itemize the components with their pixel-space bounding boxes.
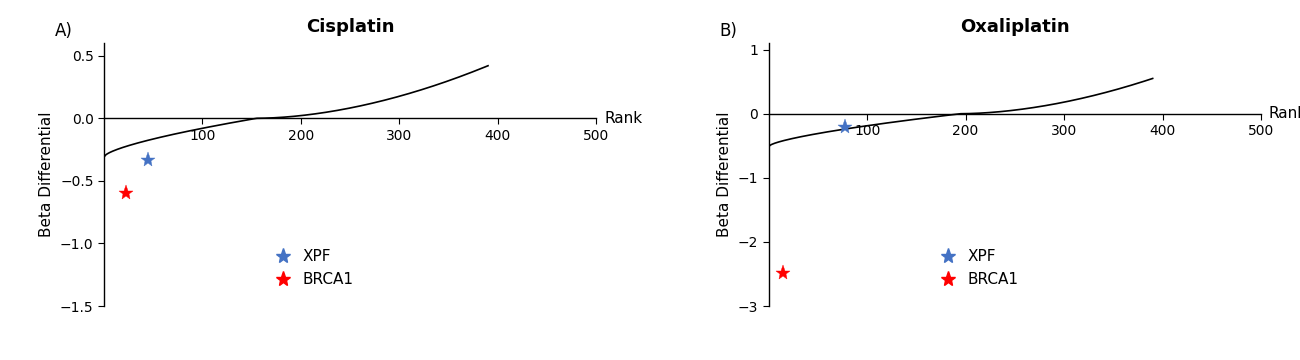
- Legend: XPF, BRCA1: XPF, BRCA1: [927, 243, 1024, 293]
- Text: B): B): [719, 22, 737, 40]
- Title: Oxaliplatin: Oxaliplatin: [959, 18, 1070, 36]
- Legend: XPF, BRCA1: XPF, BRCA1: [261, 243, 360, 293]
- Y-axis label: Beta Differential: Beta Differential: [39, 112, 55, 237]
- Text: A): A): [55, 22, 73, 40]
- Text: Rank: Rank: [1269, 106, 1300, 121]
- Y-axis label: Beta Differential: Beta Differential: [718, 112, 732, 237]
- Text: Rank: Rank: [604, 111, 642, 126]
- Title: Cisplatin: Cisplatin: [306, 18, 394, 36]
